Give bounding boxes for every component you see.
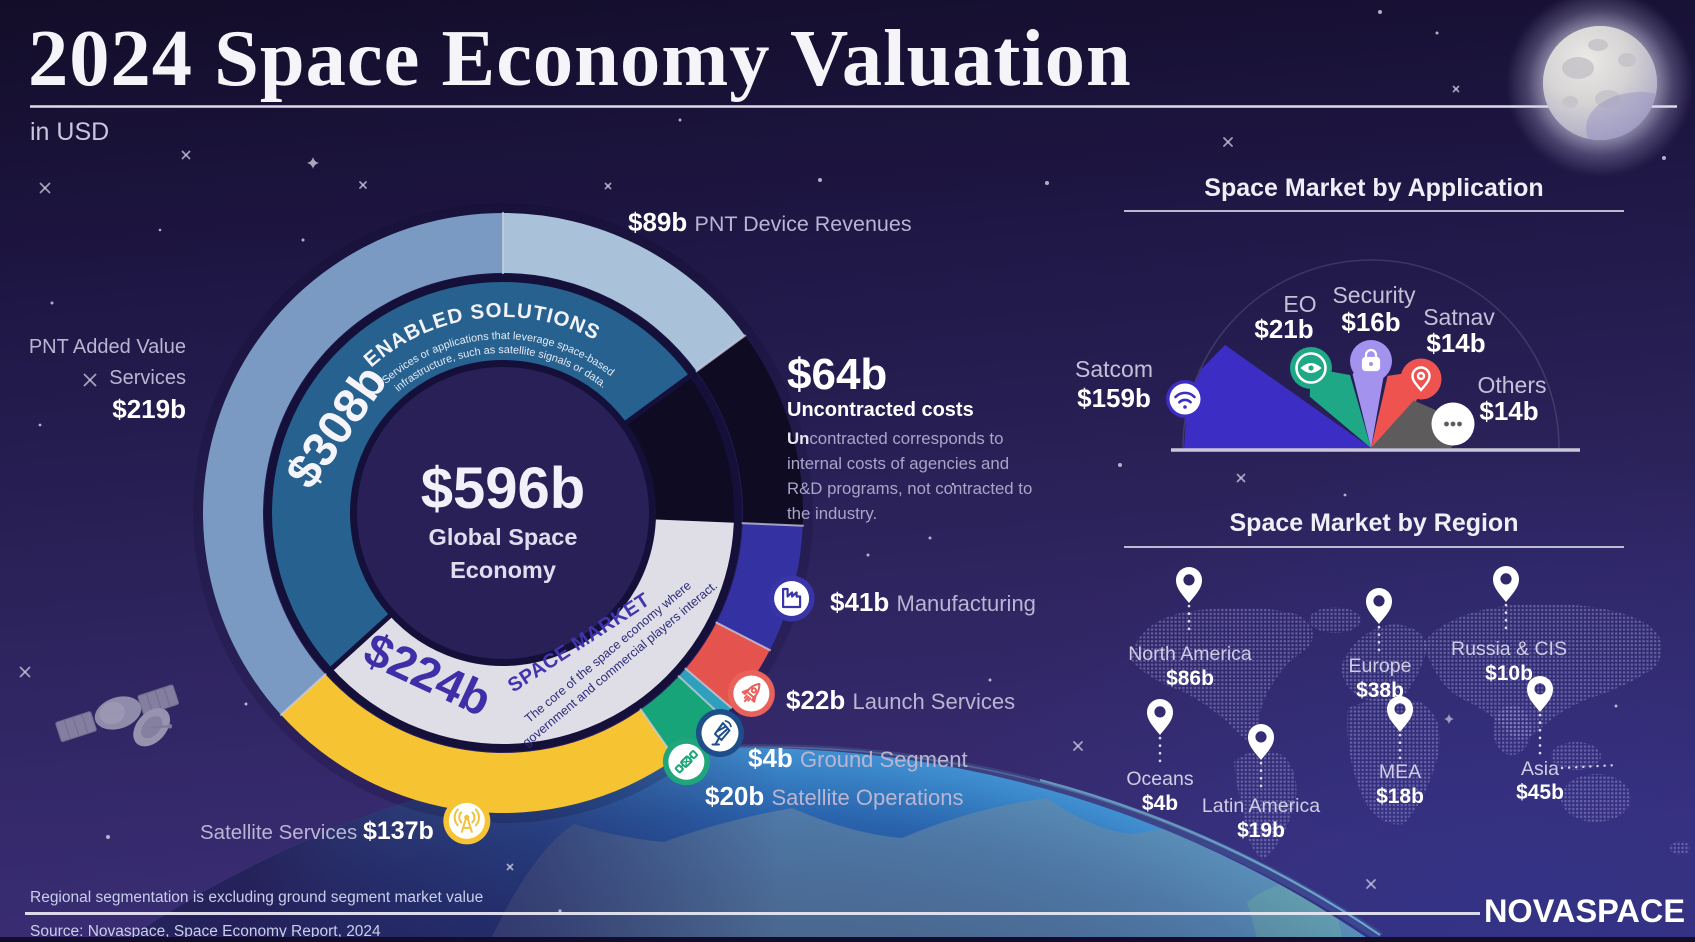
svg-text:NOVASPACE: NOVASPACE xyxy=(1484,893,1685,929)
svg-text:$86b: $86b xyxy=(1166,667,1214,690)
svg-text:$19b: $19b xyxy=(1237,819,1285,842)
svg-text:Security: Security xyxy=(1332,282,1416,308)
svg-text:Others: Others xyxy=(1477,372,1546,398)
svg-text:EO: EO xyxy=(1283,291,1316,317)
svg-text:$10b: $10b xyxy=(1485,662,1533,685)
svg-text:Economy: Economy xyxy=(450,557,556,583)
svg-text:$20b Satellite Operations: $20b Satellite Operations xyxy=(705,781,964,811)
svg-text:$219b: $219b xyxy=(112,394,186,424)
svg-text:Satellite Services $137b: Satellite Services $137b xyxy=(200,817,434,845)
svg-text:Space Market by Region: Space Market by Region xyxy=(1230,509,1519,537)
svg-text:Uncontracted corresponds to: Uncontracted corresponds to xyxy=(787,429,1003,448)
svg-text:$41b Manufacturing: $41b Manufacturing xyxy=(830,587,1036,617)
svg-text:MEA: MEA xyxy=(1379,761,1421,783)
svg-text:$64b: $64b xyxy=(787,350,887,399)
svg-text:$159b: $159b xyxy=(1077,383,1151,413)
svg-text:the industry.: the industry. xyxy=(787,504,877,523)
svg-text:in USD: in USD xyxy=(30,118,109,146)
svg-text:2024 Space Economy Valuation: 2024 Space Economy Valuation xyxy=(28,14,1132,103)
svg-text:$22b Launch Services: $22b Launch Services xyxy=(786,685,1015,715)
svg-text:$4b: $4b xyxy=(1142,792,1178,815)
svg-text:Satcom: Satcom xyxy=(1075,356,1153,382)
svg-text:$18b: $18b xyxy=(1376,785,1424,808)
svg-text:$21b: $21b xyxy=(1254,314,1313,344)
svg-text:Russia & CIS: Russia & CIS xyxy=(1451,638,1567,660)
svg-text:internal costs of agencies and: internal costs of agencies and xyxy=(787,454,1009,473)
svg-text:Asia: Asia xyxy=(1521,758,1559,780)
svg-text:$14b: $14b xyxy=(1426,328,1485,358)
svg-text:Satnav: Satnav xyxy=(1423,304,1495,330)
svg-text:R&D programs, not contracted t: R&D programs, not contracted to xyxy=(787,479,1032,498)
svg-text:Source: Novaspace, Space Econo: Source: Novaspace, Space Economy Report,… xyxy=(30,923,381,937)
svg-text:$4b Ground Segment: $4b Ground Segment xyxy=(748,743,968,773)
svg-text:North America: North America xyxy=(1128,643,1252,665)
svg-text:$16b: $16b xyxy=(1341,307,1400,337)
svg-text:Global Space: Global Space xyxy=(429,524,578,550)
svg-text:PNT Added Value: PNT Added Value xyxy=(29,336,186,358)
svg-text:Space Market by Application: Space Market by Application xyxy=(1204,174,1543,202)
svg-text:Services: Services xyxy=(109,367,186,389)
svg-text:Latin America: Latin America xyxy=(1202,795,1320,817)
svg-text:Regional segmentation is exclu: Regional segmentation is excluding groun… xyxy=(30,889,483,906)
svg-text:Oceans: Oceans xyxy=(1126,768,1193,790)
svg-text:$14b: $14b xyxy=(1479,396,1538,426)
svg-text:$89b PNT Device Revenues: $89b PNT Device Revenues xyxy=(628,207,912,237)
svg-text:$45b: $45b xyxy=(1516,781,1564,804)
svg-text:Uncontracted costs: Uncontracted costs xyxy=(787,399,974,421)
svg-text:$596b: $596b xyxy=(421,456,585,521)
svg-text:Europe: Europe xyxy=(1349,655,1412,677)
svg-text:$38b: $38b xyxy=(1356,679,1404,702)
